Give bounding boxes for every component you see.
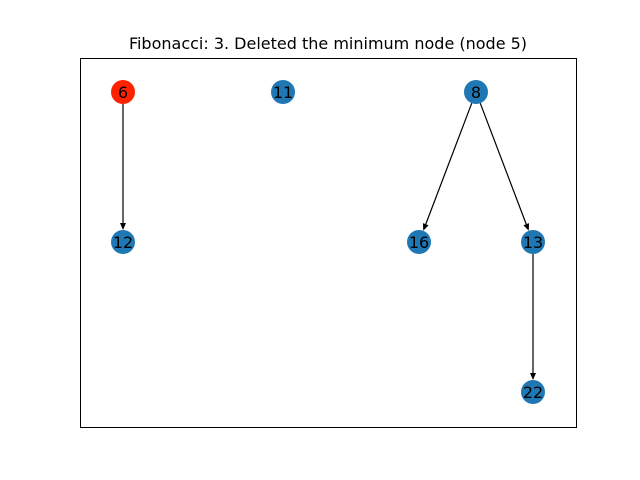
node-label: 13 bbox=[523, 233, 543, 252]
edge-13-22 bbox=[530, 254, 536, 380]
node-8: 8 bbox=[464, 80, 488, 104]
edge-arrowhead bbox=[422, 223, 429, 231]
node-label: 16 bbox=[409, 233, 429, 252]
edge-6-12 bbox=[120, 104, 126, 230]
node-label: 8 bbox=[471, 83, 481, 102]
edge-arrowhead bbox=[523, 223, 530, 231]
node-13: 13 bbox=[521, 230, 545, 254]
node-circle bbox=[111, 230, 135, 254]
edge-8-13 bbox=[479, 103, 530, 231]
node-circle bbox=[521, 380, 545, 404]
node-22: 22 bbox=[521, 380, 545, 404]
node-circle-highlighted bbox=[111, 80, 135, 104]
node-6: 6 bbox=[111, 80, 135, 104]
node-12: 12 bbox=[111, 230, 135, 254]
figure-title: Fibonacci: 3. Deleted the minimum node (… bbox=[129, 34, 527, 53]
nodes-layer: 6 11 8 12 16 13 22 bbox=[111, 80, 545, 404]
node-16: 16 bbox=[407, 230, 431, 254]
node-label: 12 bbox=[113, 233, 133, 252]
edge-arrowhead bbox=[530, 373, 536, 380]
edge-line bbox=[425, 103, 473, 225]
node-circle bbox=[464, 80, 488, 104]
node-circle bbox=[271, 80, 295, 104]
edge-8-16 bbox=[422, 103, 473, 231]
node-11: 11 bbox=[271, 80, 295, 104]
node-label: 22 bbox=[523, 383, 543, 402]
edge-line bbox=[479, 103, 527, 225]
edge-arrowhead bbox=[120, 223, 126, 230]
plot-frame bbox=[80, 58, 577, 428]
node-circle bbox=[521, 230, 545, 254]
node-label: 11 bbox=[273, 83, 293, 102]
node-circle bbox=[407, 230, 431, 254]
node-label: 6 bbox=[118, 83, 128, 102]
edges-layer bbox=[120, 103, 536, 380]
